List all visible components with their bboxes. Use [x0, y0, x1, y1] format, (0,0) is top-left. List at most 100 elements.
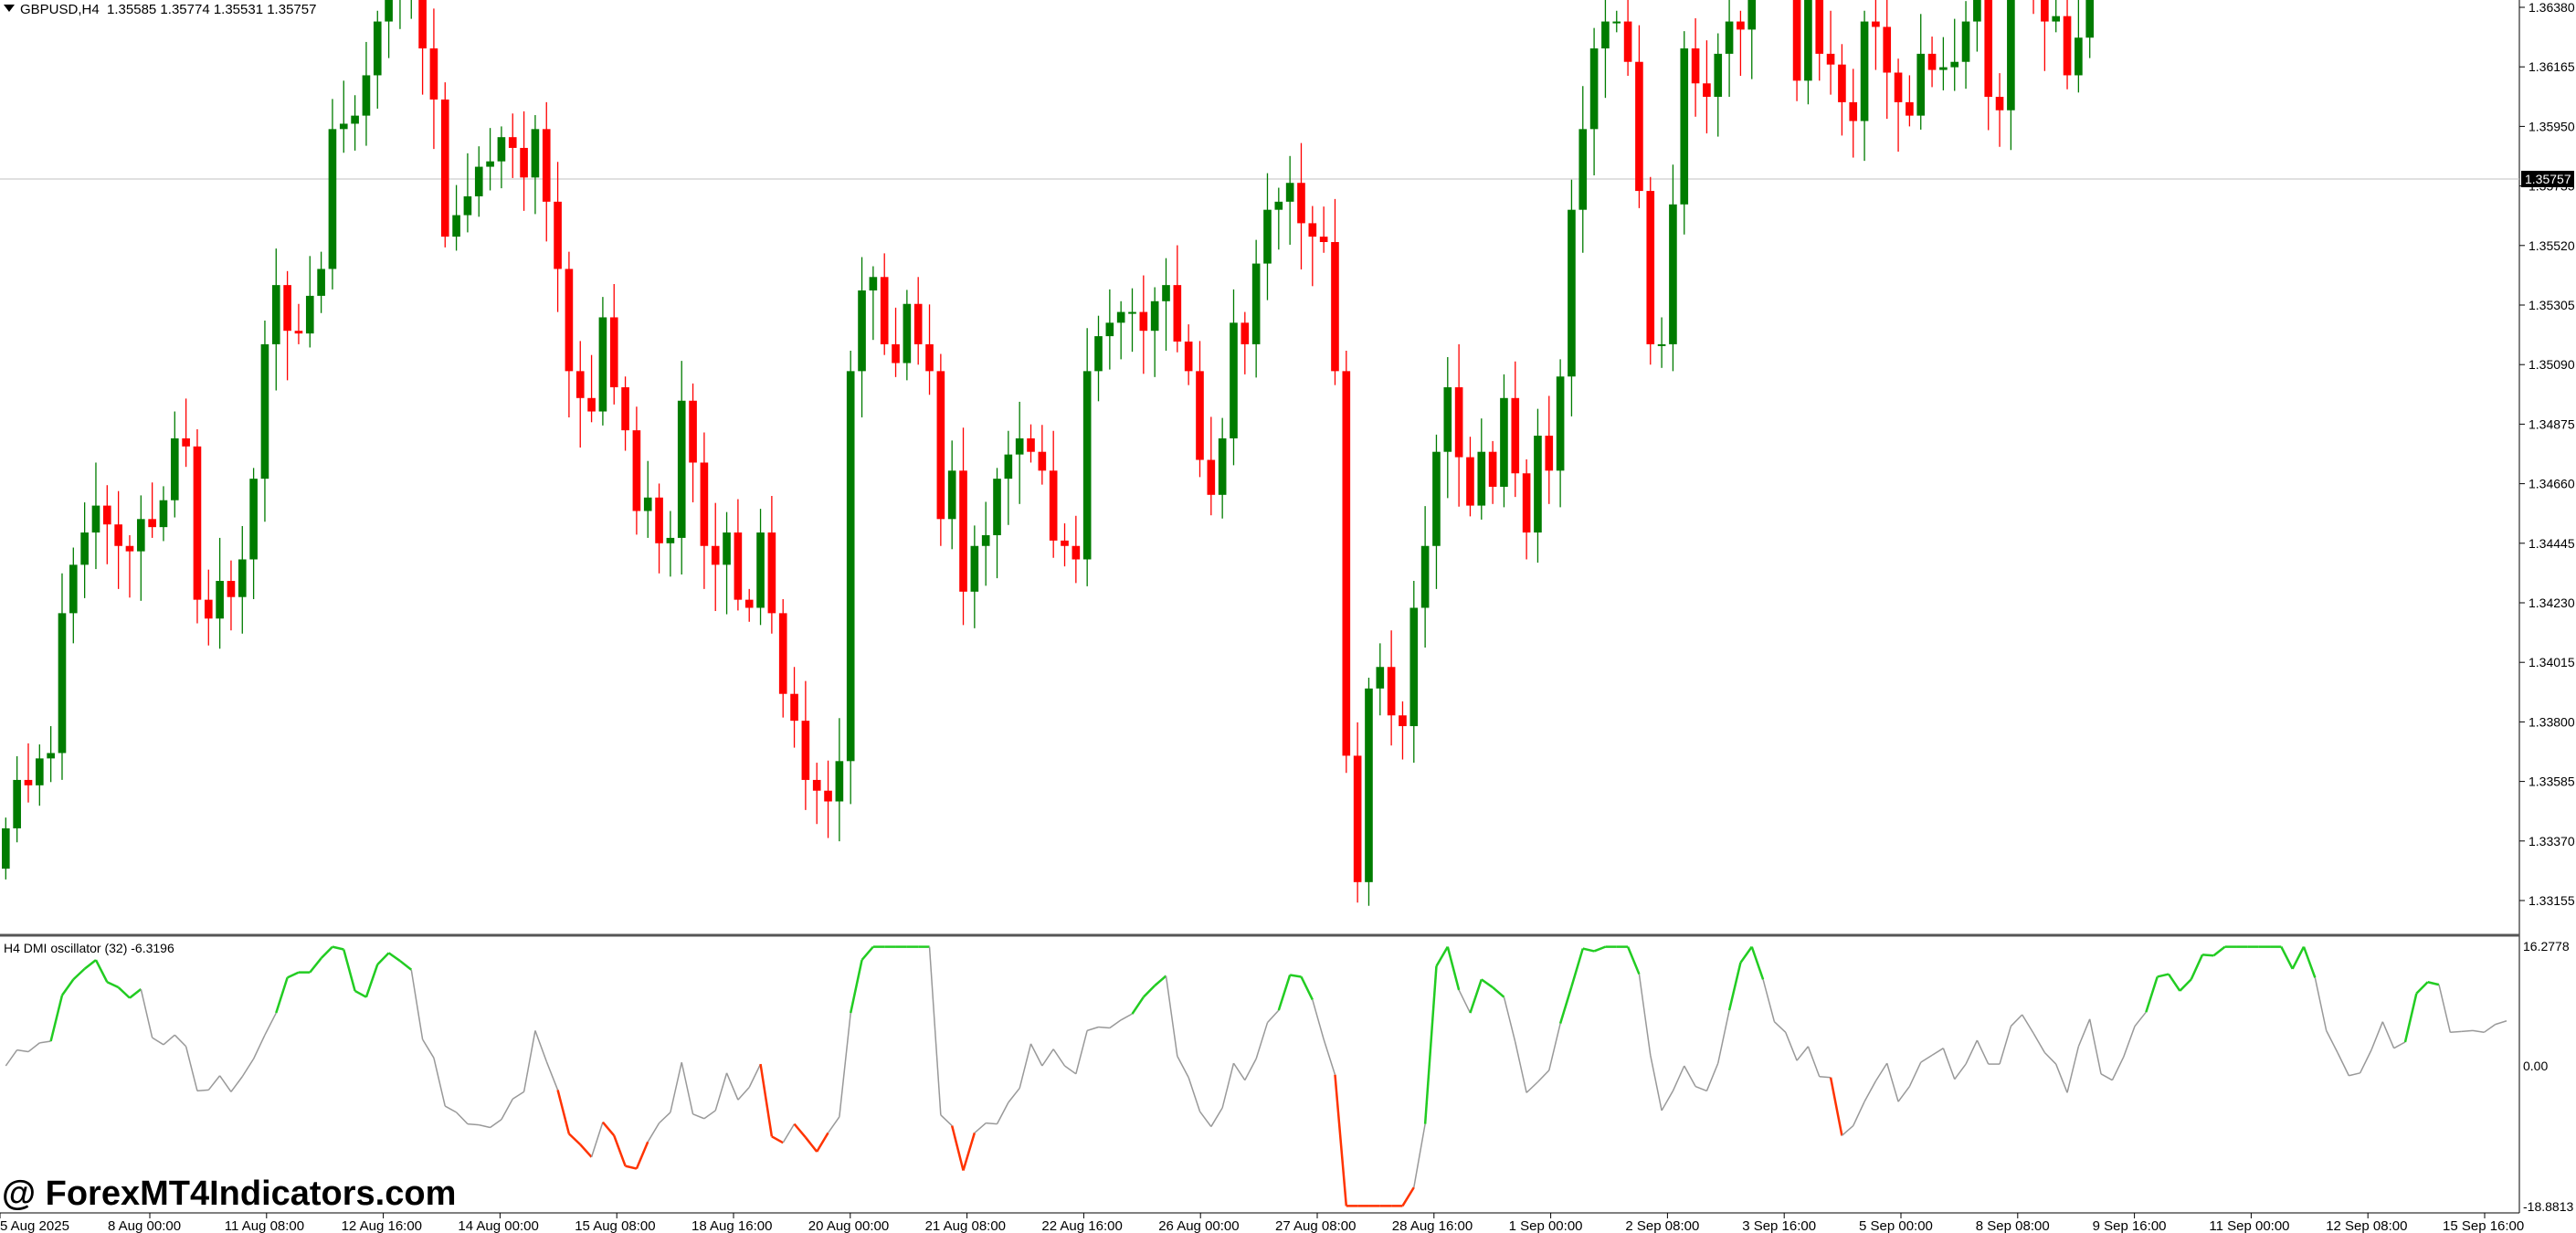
oscillator-segment [39, 1040, 51, 1044]
candle-body [621, 387, 629, 431]
time-tick-label: 12 Sep 08:00 [2326, 1218, 2407, 1233]
candle-body [959, 470, 967, 592]
oscillator-segment [364, 964, 379, 998]
candle-body [1173, 285, 1182, 342]
oscillator-segment [343, 949, 356, 992]
oscillator-segment [1684, 1065, 1696, 1087]
oscillator-segment [1548, 1023, 1561, 1071]
candle-body [970, 545, 979, 592]
candle-body [1804, 0, 1812, 81]
candle-body [1049, 470, 1058, 541]
oscillator-segment [737, 1086, 750, 1101]
candle-body [903, 303, 912, 364]
candle-body [1251, 263, 1261, 344]
oscillator-segment [771, 1135, 784, 1144]
oscillator-segment [94, 959, 109, 983]
oscillator-segment [647, 1122, 660, 1143]
candle-body [1680, 48, 1689, 205]
candle-body [1860, 21, 1869, 121]
candle-body [1872, 21, 1880, 27]
oscillator-segment [2461, 1029, 2474, 1033]
candle-body [1072, 545, 1081, 560]
oscillator-segment [1446, 946, 1461, 991]
candle-body [136, 519, 145, 552]
oscillator-segment [2393, 1041, 2406, 1049]
candle-body [609, 317, 618, 388]
candle-body [632, 430, 641, 511]
symbol-header[interactable]: GBPUSD,H4 1.35585 1.35774 1.35531 1.3575… [4, 2, 316, 17]
candle-body [474, 166, 483, 196]
candle-body [677, 400, 686, 538]
time-tick-label: 8 Aug 00:00 [108, 1218, 181, 1233]
oscillator-segment [1255, 1022, 1269, 1059]
candle-body [565, 269, 574, 372]
oscillator-segment [534, 1030, 547, 1062]
candle-body [13, 779, 21, 828]
candle-body [249, 479, 258, 560]
price-tick-label: 1.36380 [2528, 0, 2575, 15]
candle-body [1207, 459, 1216, 495]
oscillator-segment [106, 981, 120, 989]
oscillator-segment [1041, 1049, 1054, 1067]
price-tick-label: 1.34875 [2528, 416, 2575, 431]
oscillator-segment [2100, 1073, 2113, 1081]
oscillator-segment [140, 988, 153, 1038]
oscillator-segment [1064, 1065, 1077, 1075]
oscillator-segment [399, 960, 413, 971]
oscillator-segment [996, 1101, 1009, 1124]
candle-body [1477, 451, 1486, 506]
candle-body [159, 500, 168, 528]
candle-body [846, 371, 855, 762]
current-price-text: 1.35757 [2525, 172, 2571, 186]
oscillator-segment [196, 1089, 209, 1092]
candle-body [24, 779, 33, 785]
candle-body [1747, 0, 1757, 30]
dropdown-triangle-icon[interactable] [4, 5, 15, 12]
oscillator-segment [2212, 945, 2226, 957]
time-tick-label: 15 Sep 16:00 [2443, 1218, 2524, 1233]
oscillator-segment [2066, 1046, 2080, 1093]
candle-body [1038, 451, 1047, 471]
oscillator-segment [1727, 962, 1742, 1011]
oscillator-segment [1154, 975, 1167, 987]
oscillator-segment [1198, 1111, 1212, 1128]
oscillator-segment [2326, 1030, 2338, 1053]
candle-body [1308, 223, 1317, 237]
oscillator-segment [1694, 1085, 1707, 1092]
oscillator-segment [1920, 1054, 1933, 1063]
candle-body [1263, 209, 1272, 264]
time-tick-label: 8 Sep 08:00 [1976, 1218, 2050, 1233]
candle-body [835, 761, 844, 802]
candle-body [1082, 371, 1092, 560]
candle-body [1331, 242, 1339, 372]
candle-body [666, 537, 675, 543]
candle-body [1376, 667, 1385, 689]
oscillator-segment [579, 1143, 593, 1158]
oscillator-segment [1976, 1039, 1990, 1065]
oscillator-segment [241, 1058, 255, 1078]
oscillator-segment [1717, 1010, 1730, 1064]
candle-body [1568, 209, 1576, 377]
oscillator-segment [1796, 1046, 1809, 1061]
oscillator-segment [1853, 1101, 1865, 1126]
candle-body [1365, 688, 1373, 882]
price-tick-label: 1.35520 [2528, 238, 2575, 253]
candle-body [1522, 473, 1531, 533]
candle-body [1409, 607, 1419, 727]
oscillator-segment [1075, 1030, 1088, 1074]
candle-body [227, 581, 236, 597]
candle-body [643, 497, 652, 511]
oscillator-segment [986, 1122, 998, 1125]
price-tick-label: 1.34015 [2528, 655, 2575, 669]
candle-body [1973, 0, 1981, 22]
oscillator-segment [2032, 1032, 2046, 1053]
oscillator-segment [2302, 946, 2317, 978]
candle-body [1297, 183, 1305, 224]
price-tick-label: 1.33370 [2528, 834, 2575, 848]
oscillator-segment [2291, 946, 2306, 970]
candle-body [2041, 0, 2049, 22]
time-tick-label: 18 Aug 16:00 [692, 1218, 772, 1233]
oscillator-segment [1807, 1046, 1821, 1078]
oscillator-segment [1874, 1062, 1888, 1082]
